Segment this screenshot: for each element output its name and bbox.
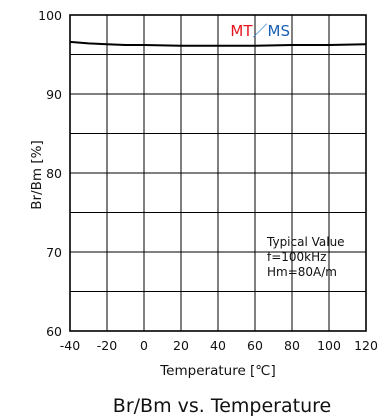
legend-part: ／ <box>253 22 268 40</box>
chart-title: Br/Bm vs. Temperature <box>113 395 331 417</box>
annotation-line-1: Typical Value <box>266 235 345 249</box>
x-axis-ticks: -40 -20 0 20 40 60 80 100 120 <box>60 338 378 353</box>
y-tick-label: 70 <box>46 245 62 260</box>
x-tick-label: 20 <box>173 338 189 353</box>
grid <box>70 15 366 331</box>
y-axis-ticks: 60 70 80 90 100 <box>38 8 62 339</box>
annotation-box: Typical Value f=100kHz Hm=80A/m <box>266 235 345 279</box>
y-axis-title: Br/Bm [%] <box>29 140 45 209</box>
x-tick-label: 40 <box>210 338 226 353</box>
x-tick-label: 60 <box>247 338 263 353</box>
series-layer <box>69 40 367 47</box>
series-line <box>69 40 367 47</box>
x-tick-label: -20 <box>97 338 117 353</box>
plot-frame <box>69 14 367 332</box>
x-tick-label: 100 <box>317 338 341 353</box>
y-tick-label: 80 <box>46 166 62 181</box>
legend-label: MT／MS <box>230 22 290 40</box>
legend: MT／MS <box>230 22 290 40</box>
x-tick-label: 0 <box>140 338 148 353</box>
annotation-line-3: Hm=80A/m <box>267 265 337 279</box>
y-tick-label: 90 <box>46 87 62 102</box>
legend-part: MS <box>268 22 290 40</box>
x-axis-title: Temperature [℃] <box>159 363 276 379</box>
x-tick-label: 120 <box>354 338 378 353</box>
legend-part: MT <box>230 22 253 40</box>
y-tick-label: 100 <box>38 8 62 23</box>
annotation-line-2: f=100kHz <box>267 250 326 264</box>
x-tick-label: -40 <box>60 338 80 353</box>
y-tick-label: 60 <box>46 324 62 339</box>
x-tick-label: 80 <box>284 338 300 353</box>
